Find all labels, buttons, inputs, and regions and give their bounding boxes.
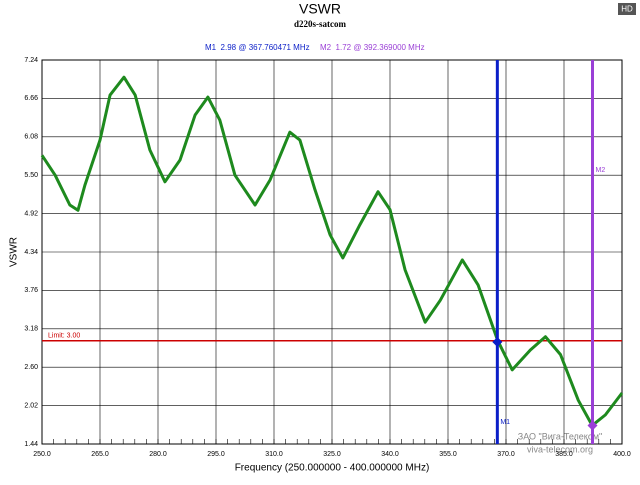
hd-badge xyxy=(618,3,636,15)
y-tick-label: 2.60 xyxy=(24,364,38,371)
x-tick-label: 280.0 xyxy=(149,451,167,458)
hd-badge-text: HD xyxy=(621,5,633,14)
limit-label: Limit: 3.00 xyxy=(48,333,80,340)
marker-readout: M1 2.98 @ 367.760471 MHz xyxy=(205,43,310,52)
x-tick-label: 400.0 xyxy=(613,451,631,458)
y-tick-label: 2.02 xyxy=(24,402,38,409)
x-tick-label: 310.0 xyxy=(265,451,283,458)
y-tick-label: 6.08 xyxy=(24,134,38,141)
y-tick-label: 3.18 xyxy=(24,326,38,333)
marker-point xyxy=(492,337,503,348)
watermark: viva-telecom.org xyxy=(527,444,593,454)
y-tick-label: 7.24 xyxy=(24,57,38,64)
marker-readout: M2 1.72 @ 392.369000 MHz xyxy=(320,43,425,52)
y-tick-label: 5.50 xyxy=(24,172,38,179)
vswr-curve xyxy=(40,75,624,427)
x-axis-label: Frequency (250.000000 - 400.000000 MHz) xyxy=(235,463,430,474)
x-tick-label: 295.0 xyxy=(207,451,225,458)
y-tick-label: 4.34 xyxy=(24,249,38,256)
x-tick-label: 340.0 xyxy=(381,451,399,458)
y-tick-label: 1.44 xyxy=(24,441,38,448)
y-tick-label: 4.92 xyxy=(24,210,38,217)
marker-name: M2 xyxy=(595,167,605,174)
y-tick-label: 6.66 xyxy=(24,95,38,102)
y-tick-label: 3.76 xyxy=(24,287,38,294)
marker-name: M1 xyxy=(500,419,510,426)
marker-point xyxy=(587,420,598,431)
x-tick-label: 265.0 xyxy=(91,451,109,458)
chart-subtitle: d220s-satcom xyxy=(294,19,346,29)
x-tick-label: 370.0 xyxy=(497,451,515,458)
chart-title: VSWR xyxy=(299,1,341,17)
x-tick-label: 355.0 xyxy=(439,451,457,458)
x-tick-label: 385.0 xyxy=(555,451,573,458)
x-tick-label: 325.0 xyxy=(323,451,341,458)
watermark: ЗАО "Вига-Телеком" xyxy=(518,431,602,441)
y-axis-label: VSWR xyxy=(9,237,20,267)
x-tick-label: 250.0 xyxy=(33,451,51,458)
